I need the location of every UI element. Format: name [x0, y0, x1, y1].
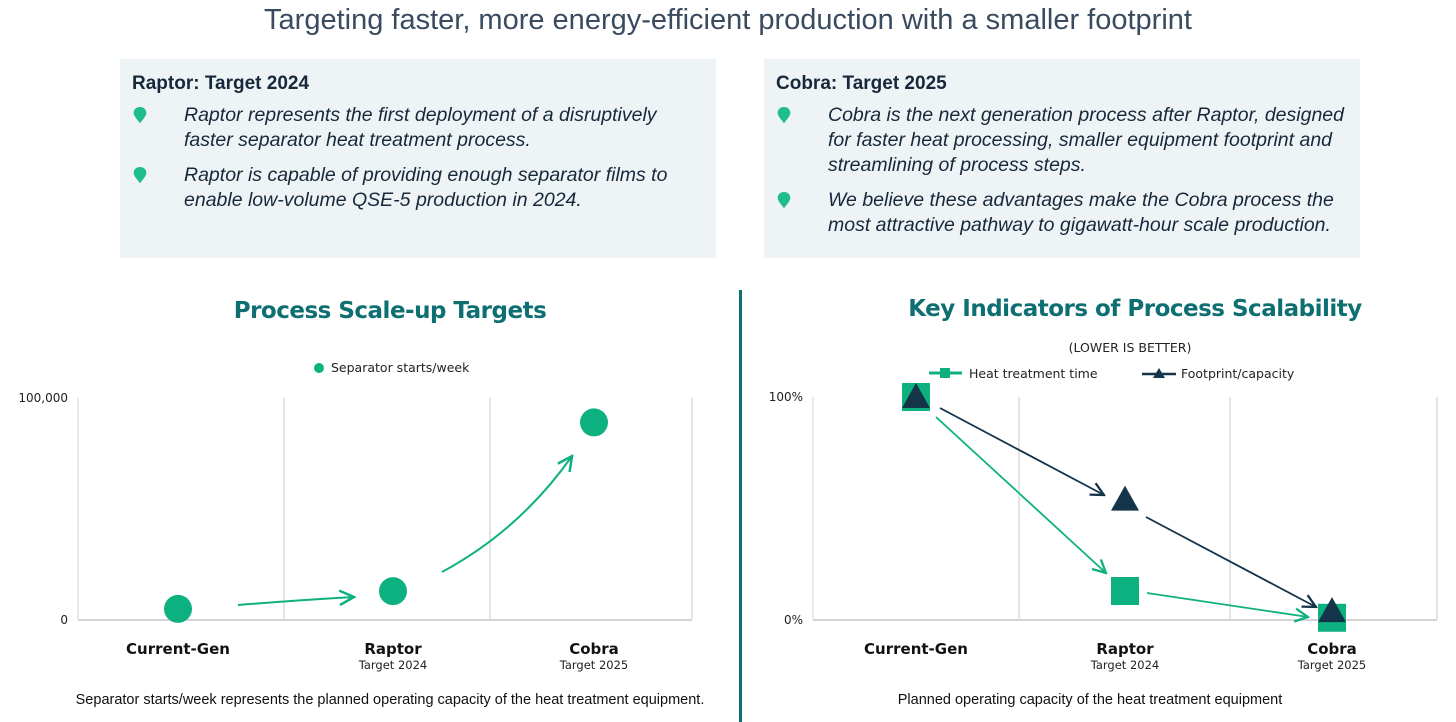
x-category-label: Current-Gen	[126, 640, 230, 658]
bullet-text: Cobra is the next generation process aft…	[828, 104, 1344, 176]
data-point-triangle	[1111, 485, 1139, 511]
list-item: Raptor represents the first deployment o…	[132, 103, 704, 153]
y-tick-label: 100,000	[18, 391, 68, 405]
chart-title-scalability: Key Indicators of Process Scalability	[908, 296, 1362, 322]
data-point-triangle	[902, 383, 930, 408]
data-point-triangle	[1318, 597, 1346, 623]
x-category-label: Cobra	[1307, 640, 1357, 658]
x-category-label: Current-Gen	[864, 640, 968, 658]
x-category-sublabel: Target 2025	[1297, 658, 1367, 672]
x-category-label: Cobra	[569, 640, 619, 658]
x-category-sublabel: Target 2024	[358, 658, 428, 672]
trend-arrow	[1145, 516, 1316, 607]
x-category-label: Raptor	[1096, 640, 1154, 658]
x-category-sublabel: Target 2025	[559, 658, 629, 672]
x-category-sublabel: Target 2024	[1090, 658, 1160, 672]
trend-arrow	[935, 416, 1106, 573]
data-point	[164, 594, 192, 623]
pin-icon	[133, 167, 147, 184]
data-point	[580, 408, 608, 437]
chart-caption-scaleup: Separator starts/week represents the pla…	[75, 692, 705, 708]
trend-arrow	[237, 597, 354, 605]
legend-marker	[1153, 368, 1165, 378]
list-item: We believe these advantages make the Cob…	[776, 188, 1348, 238]
bullet-text: Raptor is capable of providing enough se…	[184, 164, 668, 211]
panel-heading: Cobra: Target 2025	[776, 73, 947, 94]
bullet-text: Raptor represents the first deployment o…	[184, 104, 657, 151]
pin-icon	[133, 107, 147, 124]
list-item: Cobra is the next generation process aft…	[776, 103, 1348, 178]
chart-subtitle: (LOWER IS BETTER)	[1069, 340, 1192, 355]
data-point-square	[1111, 577, 1139, 606]
legend-label: Separator starts/week	[331, 360, 470, 375]
y-tick-label: 0	[60, 613, 68, 627]
chart-title-scaleup: Process Scale-up Targets	[233, 298, 547, 324]
legend-marker	[314, 363, 324, 373]
pin-icon	[777, 107, 791, 124]
y-tick-label: 0%	[784, 613, 803, 627]
section-divider	[739, 290, 742, 722]
panel-heading: Raptor: Target 2024	[132, 73, 310, 94]
list-item: Raptor is capable of providing enough se…	[132, 163, 704, 213]
legend-label: Heat treatment time	[969, 366, 1098, 381]
raptor-panel: Raptor: Target 2024 Raptor represents th…	[120, 59, 716, 258]
pin-icon	[777, 192, 791, 209]
data-point	[379, 577, 407, 606]
cobra-panel: Cobra: Target 2025 Cobra is the next gen…	[764, 59, 1360, 258]
y-tick-label: 100%	[769, 390, 803, 404]
legend-label: Footprint/capacity	[1181, 366, 1295, 381]
trend-arrow	[1146, 592, 1308, 617]
trend-arrow	[939, 407, 1104, 495]
bullet-text: We believe these advantages make the Cob…	[828, 189, 1334, 236]
page-title: Targeting faster, more energy-efficient …	[264, 4, 1192, 36]
legend-marker	[940, 368, 950, 378]
chart-caption-scalability: Planned operating capacity of the heat t…	[897, 692, 1283, 708]
x-category-label: Raptor	[364, 640, 422, 658]
trend-arrow	[441, 456, 572, 573]
